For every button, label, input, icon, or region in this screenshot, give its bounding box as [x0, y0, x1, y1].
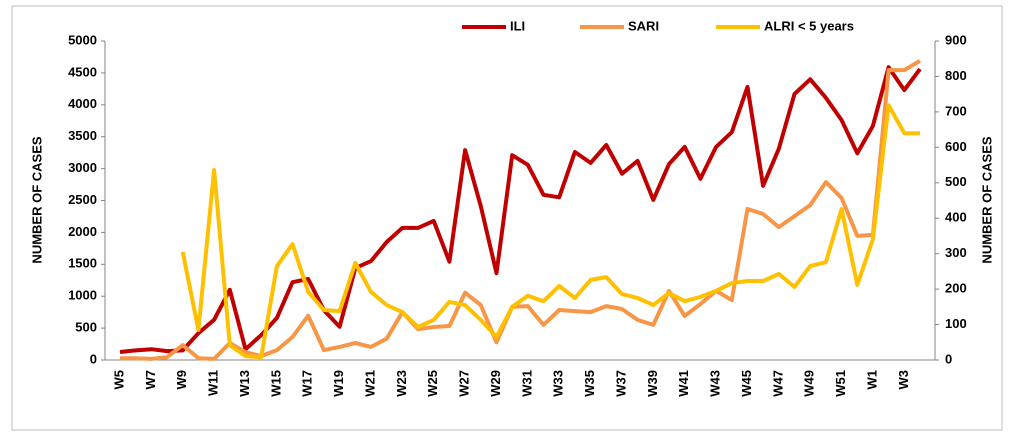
x-tick-label: W29	[488, 370, 503, 397]
y2-tick-label: 400	[945, 210, 967, 225]
y2-tick-label: 600	[945, 139, 967, 154]
x-tick-label: W27	[457, 370, 472, 397]
x-tick-label: W23	[394, 370, 409, 397]
y2-tick-label: 0	[945, 351, 952, 366]
x-tick-label: W5	[111, 370, 126, 390]
x-tick-label: W3	[896, 370, 911, 390]
series-line	[120, 59, 922, 361]
y-tick-label: 4000	[68, 96, 97, 111]
x-tick-label: W1	[864, 370, 879, 390]
x-tick-label: W19	[331, 370, 346, 397]
y-tick-label: 0	[90, 351, 97, 366]
x-tick-label: W11	[206, 370, 221, 396]
y-tick-label: 2000	[68, 224, 97, 239]
x-tick-label: W37	[613, 370, 628, 397]
series-line	[180, 103, 920, 360]
y-tick-label: 1000	[68, 288, 97, 303]
chart-frame	[11, 5, 1003, 431]
y-tick-label: 500	[75, 320, 97, 335]
x-tick-label: W21	[362, 370, 377, 397]
x-tick-label: W7	[143, 370, 158, 390]
x-tick-label: W17	[300, 370, 315, 397]
y2-tick-label: 900	[945, 32, 967, 47]
y-tick-label: 4500	[68, 64, 97, 79]
x-tick-label: W45	[739, 370, 754, 397]
x-tick-label: W41	[676, 370, 691, 397]
y2-tick-label: 700	[945, 103, 967, 118]
y2-tick-label: 300	[945, 245, 967, 260]
x-tick-label: W31	[519, 370, 534, 397]
x-tick-label: W15	[268, 370, 283, 397]
x-tick-label: W39	[645, 370, 660, 397]
x-tick-label: W13	[237, 370, 252, 397]
legend-label: ALRI < 5 years	[764, 18, 854, 33]
y-tick-label: 3500	[68, 128, 97, 143]
y2-tick-label: 800	[945, 68, 967, 83]
y-tick-label: 3000	[68, 160, 97, 175]
y-tick-label: 1500	[68, 256, 97, 271]
y2-tick-label: 500	[945, 174, 967, 189]
x-tick-label: W47	[770, 370, 785, 397]
legend-label: ILI	[510, 18, 525, 33]
x-tick-label: W25	[425, 370, 440, 397]
y-tick-label: 2500	[68, 192, 97, 207]
y2-tick-label: 100	[945, 316, 967, 331]
x-tick-label: W35	[582, 370, 597, 397]
series-line	[119, 65, 922, 354]
legend-label: SARI	[628, 18, 659, 33]
x-tick-label: W51	[833, 370, 848, 397]
y-axis-label: NUMBER OF CASES	[29, 136, 44, 263]
y2-tick-label: 200	[945, 281, 967, 296]
x-tick-label: W43	[708, 370, 723, 397]
y2-axis-label: NUMBER OF CASES	[979, 136, 994, 263]
y-tick-label: 5000	[68, 32, 97, 47]
x-tick-label: W33	[551, 370, 566, 397]
x-tick-label: W49	[802, 370, 817, 397]
x-tick-label: W9	[174, 370, 189, 390]
